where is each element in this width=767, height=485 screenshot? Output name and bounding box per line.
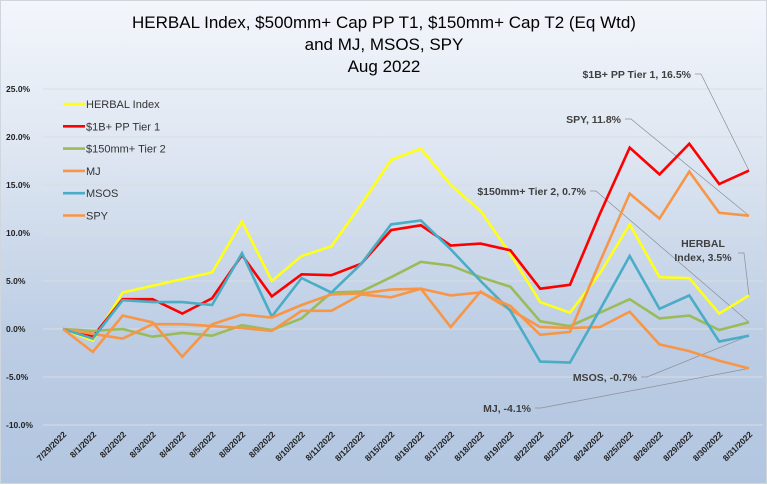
annotation-leader-line (695, 73, 750, 171)
x-tick-label: 8/10/2022 (273, 429, 307, 463)
y-tick-label: -5.0% (6, 372, 29, 382)
title-line-3: Aug 2022 (348, 57, 421, 76)
x-tick-label: 8/25/2022 (601, 429, 635, 463)
legend-label: $1B+ PP Tier 1 (86, 121, 160, 133)
annotation-label: MJ, -4.1% (483, 403, 532, 415)
x-tick-label: 7/29/2022 (35, 429, 69, 463)
annotation-label: HERBAL (681, 238, 725, 250)
y-tick-label: 5.0% (6, 276, 26, 286)
title-line-1: HERBAL Index, $500mm+ Cap PP T1, $150mm+… (132, 13, 636, 32)
y-tick-label: 25.0% (6, 84, 31, 94)
x-tick-label: 8/17/2022 (422, 429, 456, 463)
x-tick-label: 8/22/2022 (512, 429, 546, 463)
annotation-leader-line (738, 252, 750, 296)
y-tick-label: 15.0% (6, 180, 31, 190)
chart-title: HERBAL Index, $500mm+ Cap PP T1, $150mm+… (132, 13, 636, 76)
x-tick-label: 8/29/2022 (661, 429, 695, 463)
y-tick-label: 20.0% (6, 132, 31, 142)
x-tick-label: 8/30/2022 (691, 429, 725, 463)
x-tick-label: 8/3/2022 (127, 429, 158, 460)
y-tick-label: 0.0% (6, 324, 26, 334)
title-line-2: and MJ, MSOS, SPY (305, 35, 464, 54)
series-line--1b-pp-tier-1 (62, 141, 750, 339)
legend-label: MJ (86, 166, 101, 178)
y-tick-label: 10.0% (6, 228, 31, 238)
annotation-label: $150mm+ Tier 2, 0.7% (477, 186, 586, 198)
x-tick-label: 8/24/2022 (571, 429, 605, 463)
legend-label: MSOS (86, 188, 118, 200)
x-tick-label: 8/23/2022 (542, 429, 576, 463)
x-tick-label: 8/2/2022 (98, 429, 129, 460)
x-tick-label: 8/1/2022 (68, 429, 99, 460)
series-line-herbal-index (62, 146, 750, 343)
x-tick-label: 8/31/2022 (721, 429, 755, 463)
series-line-msos (62, 219, 750, 364)
annotation-label: MSOS, -0.7% (573, 372, 638, 384)
x-tick-label: 8/12/2022 (333, 429, 367, 463)
y-tick-label: -10.0% (6, 420, 33, 430)
x-tick-label: 8/16/2022 (393, 429, 427, 463)
annotation-label: Index, 3.5% (674, 252, 732, 264)
annotation-leader-line (641, 335, 750, 378)
annotation-label: SPY, 11.8% (566, 114, 622, 126)
legend-label: SPY (86, 211, 109, 223)
x-tick-label: 8/15/2022 (363, 429, 397, 463)
series-line-mj (62, 287, 750, 370)
annotation-leader-line (535, 368, 750, 409)
annotation-leader-line (590, 190, 750, 323)
x-tick-label: 8/8/2022 (217, 429, 248, 460)
series-line--150mm-tier-2 (62, 260, 750, 339)
legend-label: $150mm+ Tier 2 (86, 144, 166, 156)
legend-label: HERBAL Index (86, 99, 160, 111)
x-tick-label: 8/19/2022 (482, 429, 516, 463)
series-line-spy (62, 169, 750, 359)
x-tick-label: 8/4/2022 (157, 429, 188, 460)
annotation-leader-line (625, 118, 750, 216)
x-tick-label: 8/5/2022 (187, 429, 218, 460)
x-tick-label: 8/11/2022 (303, 429, 337, 463)
annotation-label: $1B+ PP Tier 1, 16.5% (583, 69, 692, 81)
x-tick-label: 8/26/2022 (631, 429, 665, 463)
x-tick-label: 8/18/2022 (452, 429, 486, 463)
